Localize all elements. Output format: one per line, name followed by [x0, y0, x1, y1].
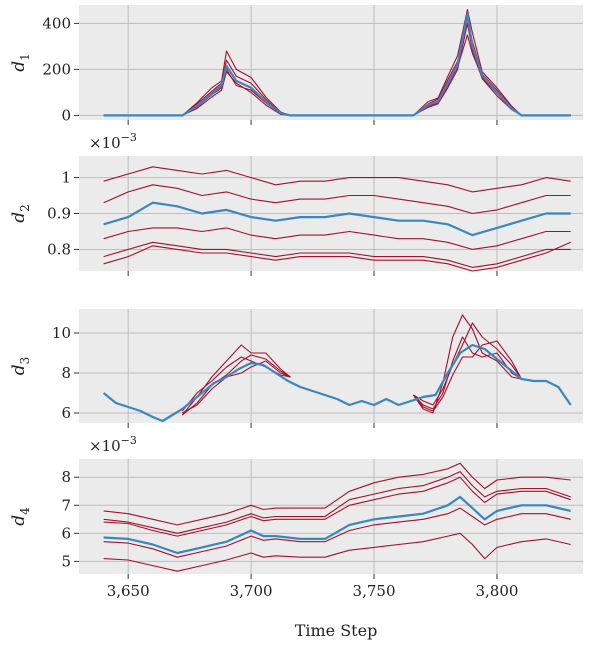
y-tick-label: 6	[61, 404, 71, 422]
y-tick-label: 0	[61, 106, 71, 124]
sample-line-1	[103, 166, 571, 193]
y-tick-label: 10	[52, 324, 71, 342]
y-tick-label: 1	[61, 169, 71, 187]
sample-line-5	[103, 532, 571, 572]
sample-line-2	[182, 360, 291, 414]
y-axis-label: d3	[9, 357, 32, 376]
panel-4: 5 6 7 8 d4 ×10−3 3,650 3,700 3,750 3,800	[9, 434, 583, 600]
sample-line-5	[103, 241, 571, 272]
y-tick-label: 0.9	[47, 205, 71, 223]
y-tick-label: 8	[61, 468, 71, 486]
y-tick-label: 200	[42, 60, 71, 78]
plot-background	[79, 309, 583, 423]
sample-line-4	[103, 507, 571, 558]
axis-multiplier: ×10−3	[89, 434, 137, 455]
sample-line-7	[413, 336, 522, 410]
sample-line-4	[181, 354, 291, 416]
plot-background	[79, 459, 583, 574]
y-tick-label: 8	[61, 364, 71, 382]
sample-line-1	[103, 462, 571, 526]
sample-line-8	[412, 340, 522, 412]
y-tick-label: 400	[42, 14, 71, 32]
sample-line-1	[181, 344, 291, 416]
y-axis-label: d4	[9, 507, 32, 526]
mean-line	[103, 13, 571, 117]
sample-line-5	[412, 314, 522, 414]
y-tick-label: 7	[61, 496, 71, 514]
axis-multiplier: ×10−3	[89, 131, 137, 152]
sample-line-2	[103, 471, 571, 534]
sample-line-3	[103, 476, 571, 537]
mean-line	[103, 495, 571, 555]
x-tick-label: 3,750	[353, 582, 396, 600]
sample-line-3	[103, 227, 571, 250]
sample-line-4	[103, 241, 571, 268]
mean-line	[103, 201, 571, 237]
x-axis-label: Time Step	[295, 621, 378, 640]
x-tick-label: 3,700	[230, 582, 273, 600]
x-tick-label: 3,650	[107, 582, 150, 600]
x-tick-label: 3,800	[475, 582, 518, 600]
y-tick-label: 0.8	[47, 240, 71, 258]
mean-line	[102, 343, 572, 423]
y-axis-label: d2	[9, 204, 32, 223]
panel-3: 6 8 10 d3	[9, 309, 583, 428]
sample-line-2	[103, 184, 571, 215]
y-tick-label: 5	[61, 552, 71, 570]
y-axis-label: d1	[9, 53, 32, 72]
plot-background	[79, 5, 583, 120]
y-tick-label: 6	[61, 524, 71, 542]
panel-1: 0 200 400 d1	[9, 5, 583, 125]
sample-line-6	[413, 322, 522, 406]
panel-2: 0.8 0.9 1 d2 ×10−3	[9, 131, 583, 276]
